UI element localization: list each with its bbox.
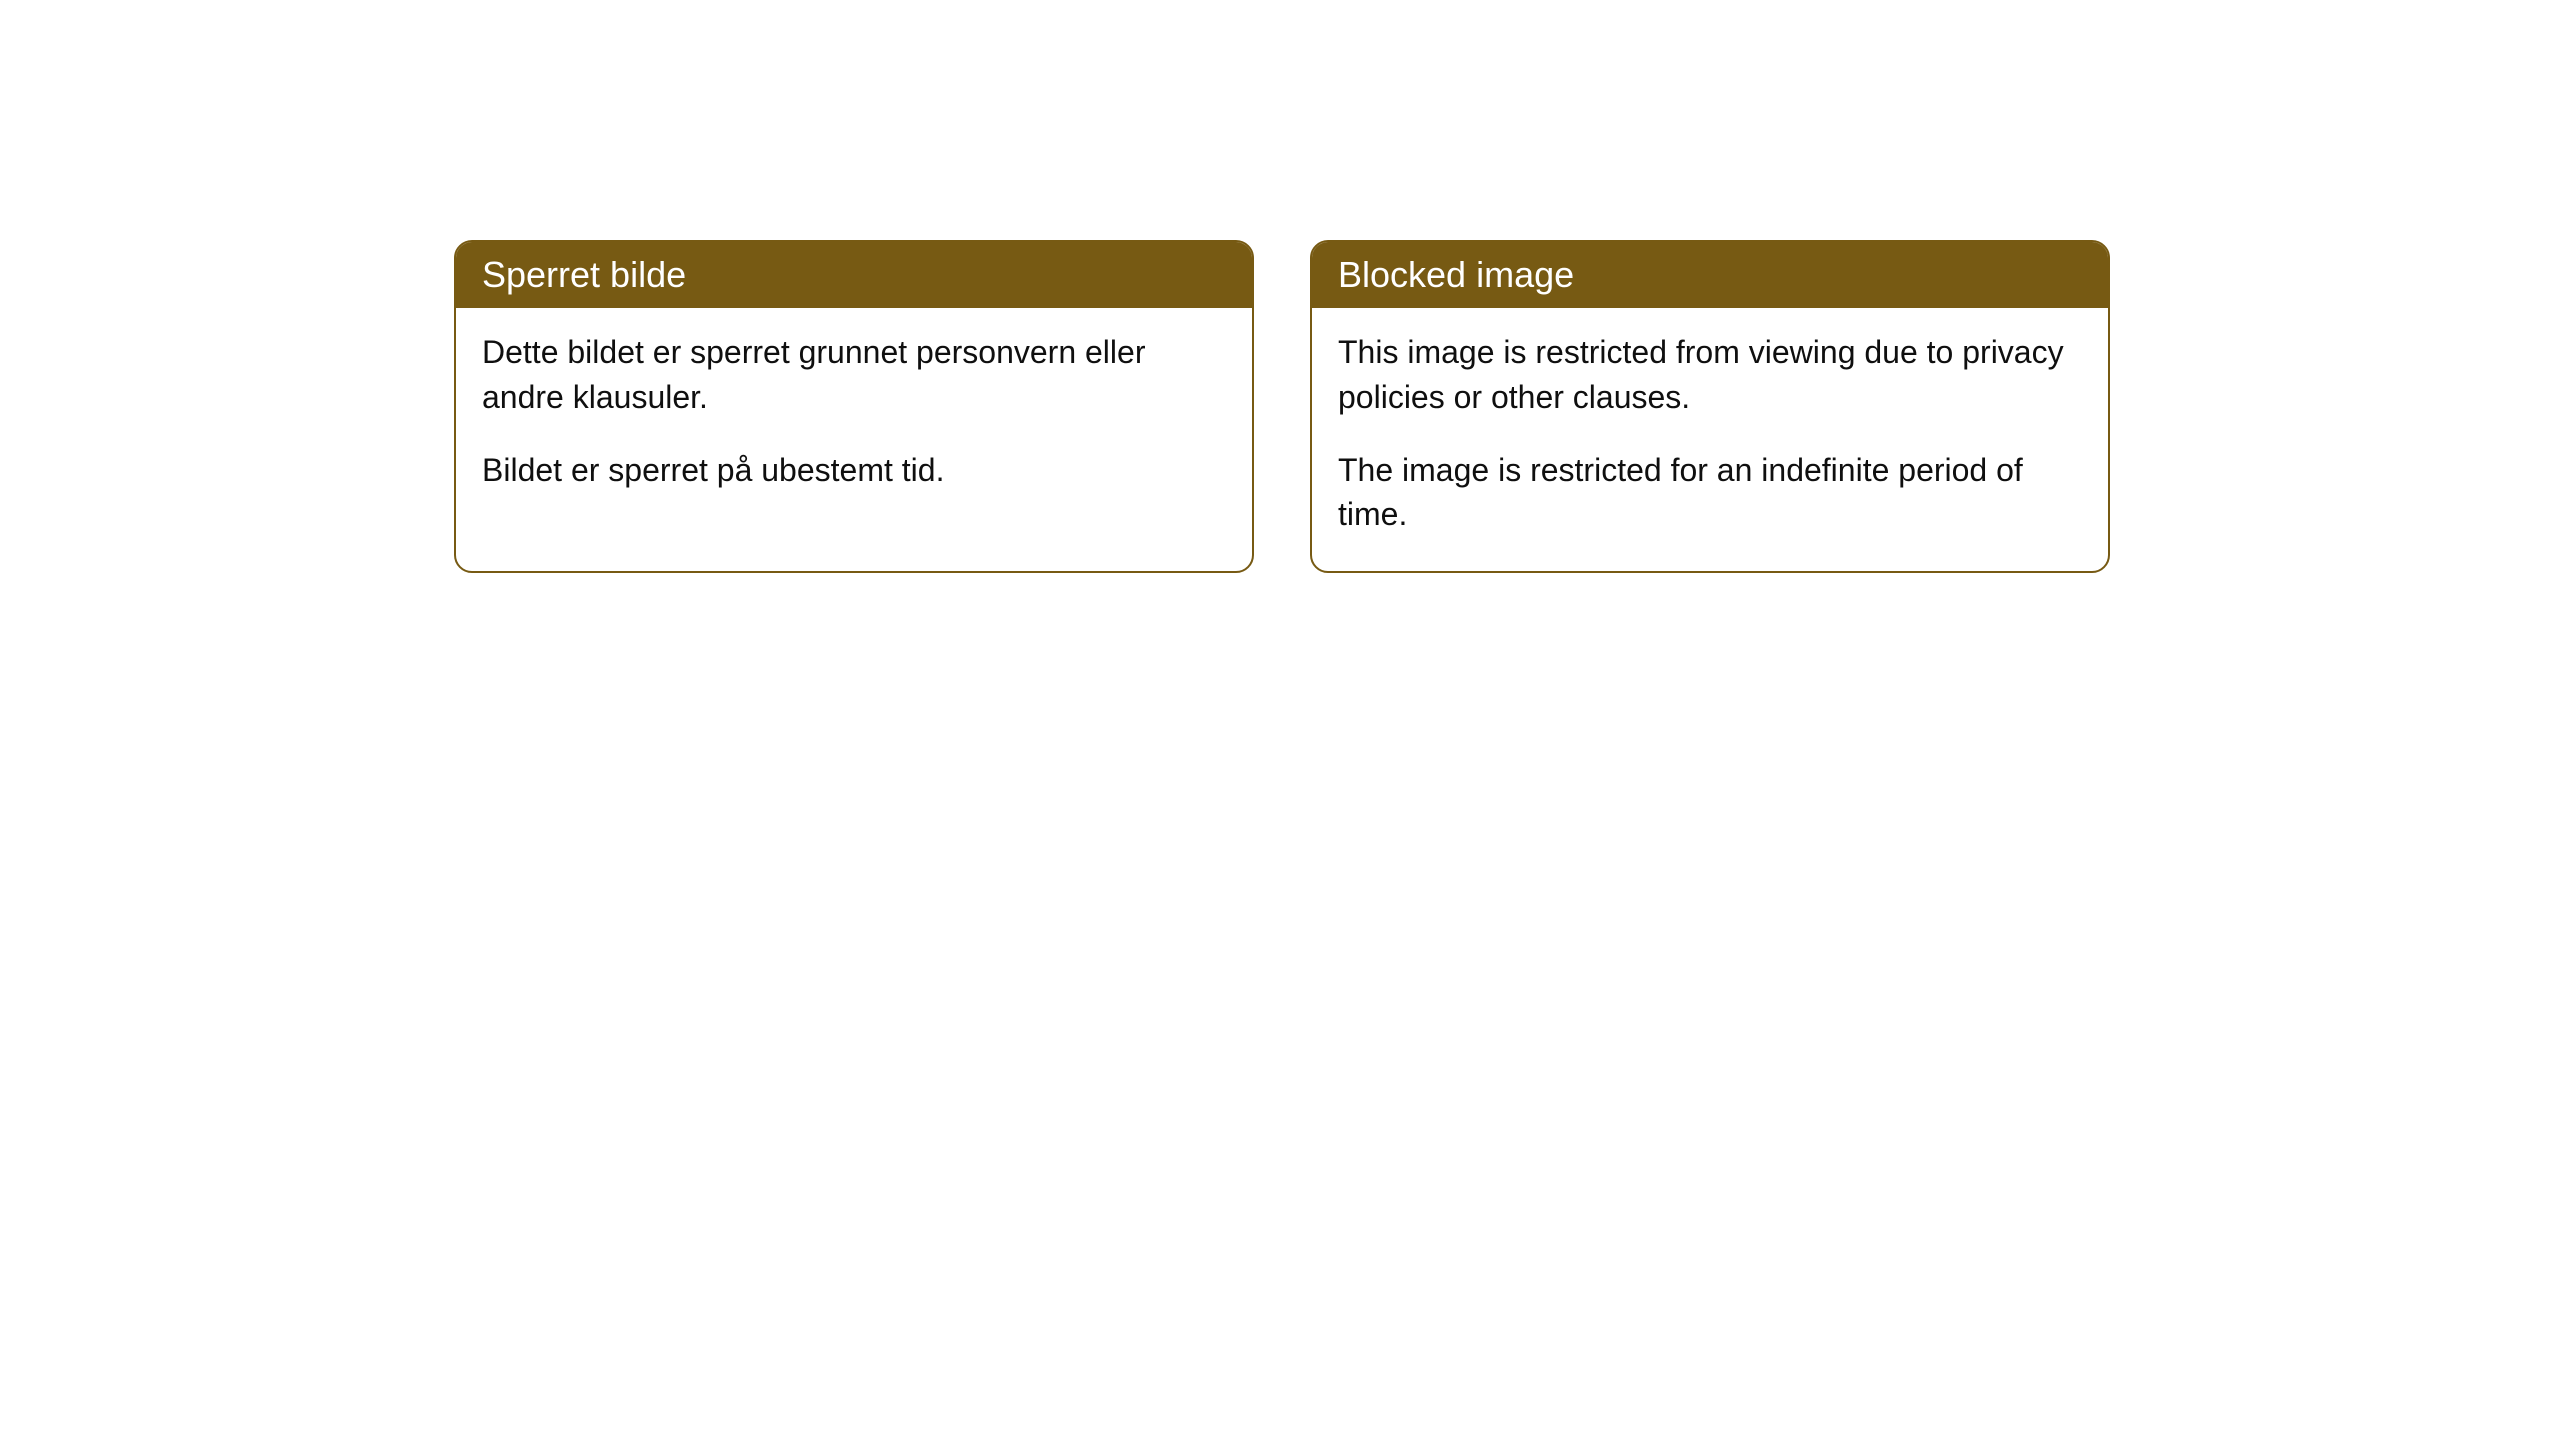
card-body: Dette bildet er sperret grunnet personve…	[456, 308, 1252, 526]
card-title: Sperret bilde	[482, 254, 686, 295]
cards-container: Sperret bilde Dette bildet er sperret gr…	[454, 240, 2560, 573]
card-paragraph: This image is restricted from viewing du…	[1338, 330, 2082, 420]
card-paragraph: The image is restricted for an indefinit…	[1338, 448, 2082, 538]
card-title: Blocked image	[1338, 254, 1574, 295]
card-header: Blocked image	[1312, 242, 2108, 308]
blocked-image-card-english: Blocked image This image is restricted f…	[1310, 240, 2110, 573]
card-header: Sperret bilde	[456, 242, 1252, 308]
card-paragraph: Bildet er sperret på ubestemt tid.	[482, 448, 1226, 493]
blocked-image-card-norwegian: Sperret bilde Dette bildet er sperret gr…	[454, 240, 1254, 573]
card-body: This image is restricted from viewing du…	[1312, 308, 2108, 571]
card-paragraph: Dette bildet er sperret grunnet personve…	[482, 330, 1226, 420]
